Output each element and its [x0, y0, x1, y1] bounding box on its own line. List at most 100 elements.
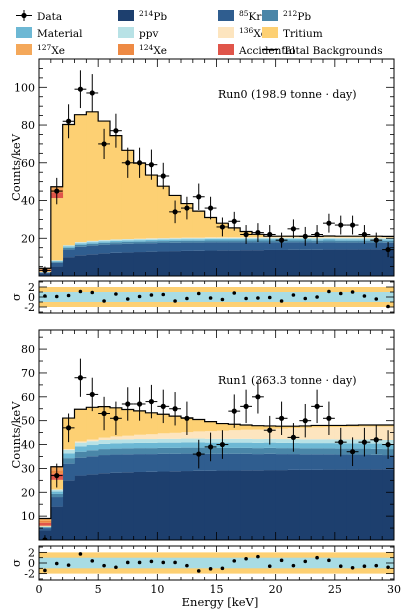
stack-bar-ppv [287, 237, 300, 240]
legend-swatch-material [16, 27, 32, 38]
legend-swatch-xe124 [118, 44, 134, 55]
stack-bar-tritium [334, 425, 348, 428]
y-tick-label: 50 [21, 415, 35, 428]
stack-bar-ppv [74, 442, 87, 447]
run-annotation: Run1 (363.3 tonne · day) [218, 374, 357, 387]
stack-bar-kr85 [358, 454, 371, 470]
stack-bar-pb212 [86, 243, 99, 246]
legend-swatch-xe136 [218, 27, 234, 38]
stack-bar-kr85 [311, 454, 324, 470]
y-tick-label: 40 [21, 195, 35, 208]
stack-bar-xe136 [145, 434, 158, 440]
stack-bar-kr85 [133, 454, 146, 472]
legend-label-superscript: 212 [283, 9, 298, 18]
x-axis-title: Energy [keV] [182, 595, 259, 609]
stack-bar-pb214 [157, 251, 170, 276]
residual-point [350, 290, 355, 294]
residual-point [362, 294, 367, 298]
run0-panel: 20 40 60 80 100 Counts/keV Run0 (198.9 tonne ·… [9, 58, 395, 277]
stack-bar-kr85 [157, 453, 170, 472]
legend-label-data: Data [37, 11, 62, 23]
data-point [219, 224, 226, 230]
y-tick-label: 60 [21, 157, 35, 170]
data-point [89, 90, 95, 96]
stack-bar-kr85 [110, 244, 123, 253]
residual-point [137, 560, 142, 565]
stack-bar-tritium [192, 211, 206, 238]
residual-point [66, 293, 71, 298]
stack-bar-kr85 [299, 242, 312, 250]
stack-bar-material [323, 239, 336, 241]
stack-bar-tritium [346, 425, 359, 427]
residual-y-ticks: -202 [24, 281, 394, 314]
stack-bar-material [110, 240, 123, 243]
stack-bar-xe136 [192, 237, 206, 239]
residual-point [338, 564, 343, 568]
stack-bar-kr85 [98, 455, 111, 474]
stack-bar-kr85 [86, 245, 99, 255]
stack-bar-pb212 [323, 240, 336, 243]
residual-point [161, 560, 166, 565]
residual-point [90, 290, 95, 295]
stack-bar-material [299, 443, 312, 449]
stack-bar-material [181, 239, 194, 241]
stack-bar-ppv [62, 245, 75, 247]
data-point [125, 401, 131, 407]
stack-bar-ppv [133, 439, 146, 443]
stack-bar-kr85 [121, 243, 135, 253]
stack-bar-pb212 [252, 448, 265, 455]
residual-point [315, 555, 319, 560]
stack-bar-pb212 [74, 244, 87, 247]
stack-bar-pb214 [169, 471, 182, 540]
stack-bar-kr85 [145, 243, 158, 252]
stack-bar-xe136 [110, 436, 123, 440]
residual-x-ticks [38, 546, 395, 580]
data-point [278, 237, 285, 243]
residual-point [220, 566, 225, 571]
stack-bar-ppv [204, 237, 217, 240]
stack-bar-tritium [228, 227, 241, 238]
residual-point [173, 299, 177, 303]
stack-bar-material [181, 442, 194, 448]
stack-bar-pb214 [216, 250, 229, 276]
stack-bar-ppv [228, 438, 241, 443]
y-tick-label: 80 [21, 343, 35, 356]
stack-bar-pb212 [169, 240, 182, 243]
stack-bar-pb214 [121, 252, 135, 276]
legend-label-kr85: 85Kr [239, 9, 262, 23]
residual-point [125, 560, 130, 565]
data-point [160, 403, 166, 409]
x-tick-label: 25 [328, 583, 342, 596]
data-point [302, 418, 308, 424]
stack-bar-tritium [204, 421, 217, 432]
stack-bar-kr85 [252, 242, 265, 251]
stack-bar-material [50, 260, 64, 262]
residual-point [102, 563, 106, 568]
stack-bar-tritium [121, 150, 135, 240]
stack-bar-ppv [275, 439, 288, 443]
legend-label-xe127: 127Xe [37, 43, 65, 57]
residual-point [232, 291, 237, 295]
data-point [54, 188, 60, 194]
stack-bar-ppv [110, 239, 123, 241]
stack-bar-material [86, 242, 99, 244]
stack-bar-xe136 [204, 237, 217, 238]
stack-bar-tritium [50, 198, 64, 261]
stack-bar-kr85 [181, 453, 194, 472]
stack-bar-ppv [382, 238, 394, 240]
data-point [338, 439, 344, 445]
residual-point [196, 569, 201, 573]
data-point [278, 415, 285, 421]
legend-item-xe136: 136Xe [218, 26, 267, 40]
legend-item-kr85: 85Kr [218, 9, 262, 23]
legend-swatch-pb214 [118, 10, 134, 21]
residual-y-axis-title: σ [9, 293, 23, 301]
stack-bar-pb212 [299, 448, 312, 455]
data-point [54, 472, 60, 479]
legend-marker-dot [21, 12, 27, 19]
stack-bar-ppv [157, 238, 170, 240]
stack-bar-pb214 [181, 471, 194, 540]
legend-item-accidental: Accidental [218, 44, 296, 57]
legend-label-superscript: 136 [239, 26, 254, 35]
stack-bar-kr85 [39, 528, 52, 531]
